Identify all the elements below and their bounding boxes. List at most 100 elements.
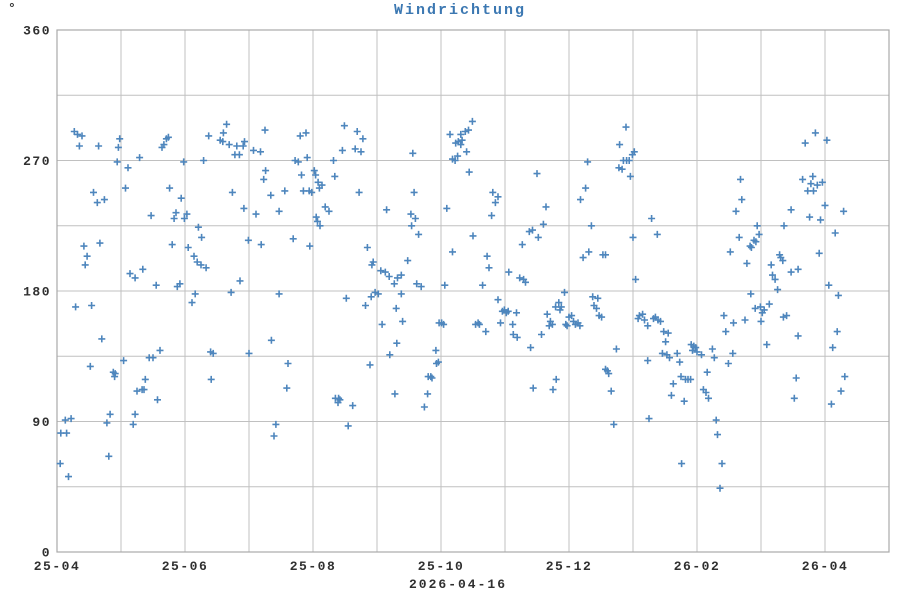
scatter-point-plus-icon [653, 230, 661, 238]
scatter-point-plus-icon [156, 346, 164, 354]
scatter-point-plus-icon [397, 271, 405, 279]
scatter-point-plus-icon [760, 306, 768, 314]
scatter-point-plus-icon [673, 349, 681, 357]
scatter-point-plus-icon [794, 332, 802, 340]
scatter-point-plus-icon [340, 122, 348, 130]
scatter-point-plus-icon [505, 268, 513, 276]
scatter-point-plus-icon [449, 248, 456, 256]
scatter-point-plus-icon [428, 374, 436, 382]
scatter-point-plus-icon [420, 403, 428, 411]
scatter-point-plus-icon [522, 278, 529, 286]
scatter-point-plus-icon [302, 129, 310, 137]
scatter-point-plus-icon [394, 274, 401, 282]
scatter-point-plus-icon [83, 252, 91, 260]
scatter-point-plus-icon [131, 274, 139, 282]
scatter-point-plus-icon [485, 264, 493, 272]
scatter-point-plus-icon [261, 126, 269, 134]
scatter-point-plus-icon [120, 357, 128, 365]
scatter-point-plus-icon [166, 184, 174, 192]
scatter-point-plus-icon [660, 328, 668, 336]
scatter-point-plus-icon [207, 375, 215, 383]
scatter-point-plus-icon [639, 310, 647, 318]
scatter-point-plus-icon [407, 210, 415, 218]
scatter-point-plus-icon [463, 148, 471, 156]
scatter-point-plus-icon [516, 274, 524, 282]
scatter-point-plus-icon [113, 158, 121, 166]
scatter-point-plus-icon [625, 157, 633, 164]
scatter-point-plus-icon [783, 312, 791, 320]
scatter-point-plus-icon [710, 354, 718, 362]
scatter-point-plus-icon [227, 288, 235, 296]
scatter-point-plus-icon [244, 236, 252, 244]
scatter-point-plus-icon [74, 130, 81, 138]
scatter-point-plus-icon [561, 288, 568, 296]
scatter-point-plus-icon [366, 361, 374, 369]
scatter-point-plus-icon [827, 400, 835, 408]
scatter-point-plus-icon [483, 252, 491, 260]
scatter-point-plus-icon [164, 133, 172, 141]
scatter-point-plus-icon [562, 320, 570, 328]
scatter-point-plus-icon [306, 242, 314, 250]
scatter-point-plus-icon [355, 188, 363, 196]
scatter-point-plus-icon [747, 290, 755, 298]
scatter-point-plus-icon [716, 484, 724, 492]
chart-title: Windrichtung [393, 2, 527, 19]
scatter-point-plus-icon [93, 199, 101, 207]
scatter-point-plus-icon [105, 452, 113, 460]
scatter-point-plus-icon [602, 251, 609, 259]
scatter-point-plus-icon [497, 319, 504, 327]
scatter-point-plus-icon [298, 171, 305, 179]
scatter-point-plus-icon [124, 164, 132, 172]
scatter-point-plus-icon [676, 358, 684, 366]
x-tick-label: 25-06 [162, 559, 209, 574]
scatter-point-plus-icon [154, 396, 161, 404]
scatter-point-plus-icon [371, 288, 379, 296]
scatter-point-plus-icon [677, 373, 685, 381]
scatter-point-plus-icon [111, 370, 119, 378]
x-tick-label: 26-04 [802, 559, 849, 574]
scatter-point-plus-icon [607, 387, 615, 395]
scatter-point-plus-icon [753, 222, 761, 230]
scatter-point-plus-icon [568, 312, 576, 320]
scatter-point-plus-icon [72, 303, 80, 311]
scatter-point-plus-icon [469, 232, 477, 240]
scatter-point-plus-icon [75, 142, 83, 150]
scatter-point-plus-icon [172, 209, 180, 217]
scatter-point-plus-icon [648, 215, 656, 222]
scatter-point-plus-icon [219, 138, 227, 146]
scatter-point-plus-icon [241, 138, 248, 146]
y-tick-label: 360 [23, 24, 51, 39]
scatter-point-plus-icon [555, 299, 563, 307]
scatter-point-plus-icon [771, 275, 779, 283]
scatter-point-plus-icon [100, 196, 108, 204]
scatter-point-plus-icon [353, 128, 361, 135]
scatter-point-plus-icon [732, 207, 740, 215]
scatter-point-plus-icon [81, 261, 89, 269]
scatter-point-plus-icon [726, 248, 734, 256]
scatter-point-plus-icon [542, 203, 550, 211]
scatter-point-plus-icon [267, 336, 275, 344]
scatter-point-plus-icon [257, 241, 265, 249]
scatter-point-plus-icon [543, 310, 551, 318]
scatter-point-plus-icon [233, 142, 241, 150]
scatter-point-plus-icon [383, 206, 391, 214]
scatter-point-plus-icon [730, 319, 737, 327]
scatter-point-plus-icon [769, 271, 776, 279]
scatter-point-plus-icon [193, 258, 201, 266]
scatter-point-plus-icon [589, 293, 597, 301]
scatter-point-plus-icon [680, 397, 688, 405]
scatter-point-plus-icon [357, 148, 365, 156]
x-tick-label: 25-12 [546, 559, 593, 574]
scatter-point-plus-icon [330, 157, 337, 164]
scatter-point-plus-icon [385, 273, 393, 280]
scatter-point-plus-icon [666, 354, 673, 362]
scatter-point-plus-icon [393, 339, 401, 347]
scatter-point-plus-icon [136, 154, 144, 162]
scatter-point-plus-icon [752, 238, 760, 246]
scatter-point-plus-icon [474, 319, 482, 327]
scatter-point-plus-icon [260, 175, 268, 183]
scatter-point-plus-icon [362, 302, 369, 309]
scatter-point-plus-icon [133, 387, 141, 395]
scatter-point-plus-icon [747, 244, 755, 251]
y-tick-label: 180 [23, 285, 51, 300]
